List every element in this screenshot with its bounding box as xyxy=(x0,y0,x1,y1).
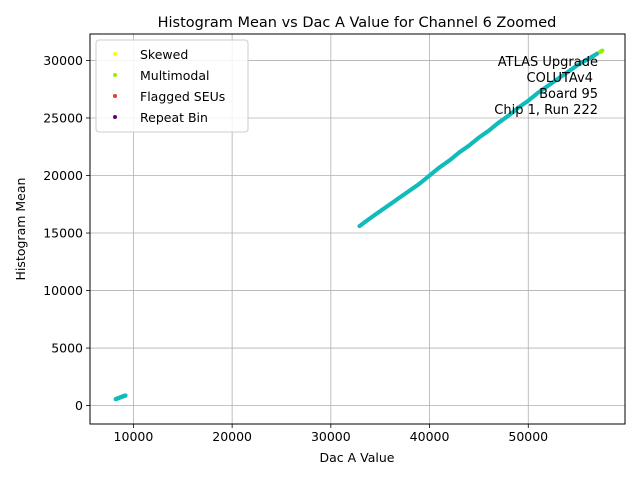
x-axis-label: Dac A Value xyxy=(320,450,395,465)
point-normal xyxy=(595,51,600,56)
legend-label-flagged-seus: Flagged SEUs xyxy=(140,89,225,104)
x-tick-label: 40000 xyxy=(410,429,450,444)
chart-title: Histogram Mean vs Dac A Value for Channe… xyxy=(158,15,557,31)
annotation-line-2: COLUTAv4 xyxy=(527,71,593,86)
legend-label-repeat-bin: Repeat Bin xyxy=(140,110,208,125)
annotation-line-1: ATLAS Upgrade xyxy=(498,55,598,70)
annotation-line-3: Board 95 xyxy=(539,87,598,102)
plot-frame xyxy=(89,33,626,425)
y-tick-label: 5000 xyxy=(51,341,83,356)
legend-marker-skewed xyxy=(113,52,117,56)
x-tick-label: 50000 xyxy=(508,429,548,444)
y-tick-label: 10000 xyxy=(43,283,83,298)
x-tick-label: 10000 xyxy=(114,429,154,444)
annotation: ATLAS Upgrade COLUTAv4 Board 95 Chip 1, … xyxy=(494,55,598,118)
x-tick-label: 30000 xyxy=(311,429,351,444)
x-tick-label: 20000 xyxy=(212,429,252,444)
legend-box xyxy=(95,39,249,133)
y-tick-label: 15000 xyxy=(43,226,83,241)
legend-label-skewed: Skewed xyxy=(140,47,188,62)
y-tick-label: 30000 xyxy=(43,53,83,68)
legend-label-multimodal: Multimodal xyxy=(140,68,209,83)
legend-marker-multimodal xyxy=(113,73,117,77)
legend-marker-flagged-seus xyxy=(113,94,117,98)
legend-marker-repeat-bin xyxy=(113,115,117,119)
legend: Skewed Multimodal Flagged SEUs Repeat Bi… xyxy=(95,39,249,133)
y-tick-label: 20000 xyxy=(43,168,83,183)
y-tick-label: 25000 xyxy=(43,110,83,125)
data-points xyxy=(113,48,605,402)
y-tick-label: 0 xyxy=(75,398,83,413)
point-normal xyxy=(123,393,128,398)
y-axis-label: Histogram Mean xyxy=(13,178,28,281)
axis-ticks: 10000 20000 30000 40000 50000 0 5000 10000 15000… xyxy=(43,53,548,444)
annotation-line-4: Chip 1, Run 222 xyxy=(494,103,598,118)
point-multimodal xyxy=(600,48,605,53)
